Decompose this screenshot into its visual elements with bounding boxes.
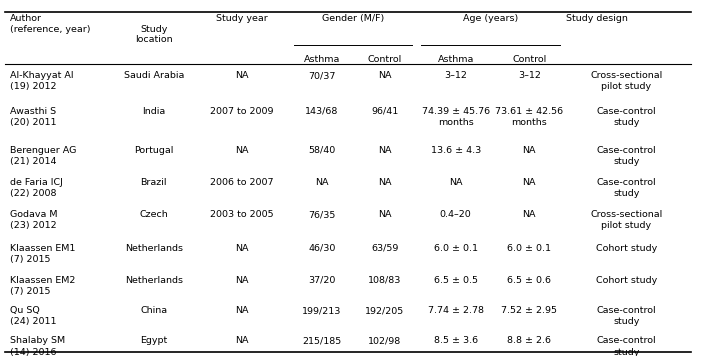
Text: Case-control
study: Case-control study bbox=[597, 107, 656, 127]
Text: Control: Control bbox=[512, 55, 546, 64]
Text: Study design: Study design bbox=[566, 14, 628, 23]
Text: NA: NA bbox=[378, 178, 392, 187]
Text: NA: NA bbox=[449, 178, 463, 187]
Text: 108/83: 108/83 bbox=[368, 276, 402, 285]
Text: de Faria ICJ
(22) 2008: de Faria ICJ (22) 2008 bbox=[10, 178, 62, 198]
Text: Case-control
study: Case-control study bbox=[597, 178, 656, 198]
Text: Case-control
study: Case-control study bbox=[597, 336, 656, 356]
Text: 2007 to 2009: 2007 to 2009 bbox=[210, 107, 274, 116]
Text: Age (years): Age (years) bbox=[463, 14, 518, 23]
Text: 7.74 ± 2.78: 7.74 ± 2.78 bbox=[428, 306, 484, 315]
Text: Case-control
study: Case-control study bbox=[597, 306, 656, 326]
Text: Case-control
study: Case-control study bbox=[597, 146, 656, 166]
Text: 6.0 ± 0.1: 6.0 ± 0.1 bbox=[434, 244, 477, 253]
Text: NA: NA bbox=[236, 336, 249, 345]
Text: NA: NA bbox=[522, 178, 536, 187]
Text: Study
location: Study location bbox=[135, 25, 172, 44]
Text: 0.4–20: 0.4–20 bbox=[440, 210, 472, 219]
Text: Saudi Arabia: Saudi Arabia bbox=[123, 71, 184, 80]
Text: 8.8 ± 2.6: 8.8 ± 2.6 bbox=[508, 336, 551, 345]
Text: NA: NA bbox=[236, 146, 249, 155]
Text: Czech: Czech bbox=[139, 210, 168, 219]
Text: Portugal: Portugal bbox=[134, 146, 174, 155]
Text: 37/20: 37/20 bbox=[308, 276, 336, 285]
Text: 143/68: 143/68 bbox=[305, 107, 339, 116]
Text: 8.5 ± 3.6: 8.5 ± 3.6 bbox=[434, 336, 477, 345]
Text: 74.39 ± 45.76
months: 74.39 ± 45.76 months bbox=[421, 107, 490, 127]
Text: Asthma: Asthma bbox=[437, 55, 474, 64]
Text: 6.5 ± 0.6: 6.5 ± 0.6 bbox=[508, 276, 551, 285]
Text: 2006 to 2007: 2006 to 2007 bbox=[210, 178, 274, 187]
Text: Awasthi S
(20) 2011: Awasthi S (20) 2011 bbox=[10, 107, 56, 127]
Text: 76/35: 76/35 bbox=[308, 210, 336, 219]
Text: NA: NA bbox=[236, 71, 249, 80]
Text: Klaassen EM1
(7) 2015: Klaassen EM1 (7) 2015 bbox=[10, 244, 75, 264]
Text: NA: NA bbox=[315, 178, 329, 187]
Text: Shalaby SM
(14) 2016: Shalaby SM (14) 2016 bbox=[10, 336, 65, 356]
Text: Cross-sectional
pilot study: Cross-sectional pilot study bbox=[590, 71, 662, 91]
Text: 3–12: 3–12 bbox=[518, 71, 540, 80]
Text: Godava M
(23) 2012: Godava M (23) 2012 bbox=[10, 210, 57, 230]
Text: 6.0 ± 0.1: 6.0 ± 0.1 bbox=[508, 244, 551, 253]
Text: NA: NA bbox=[378, 146, 392, 155]
Text: Study year: Study year bbox=[217, 14, 268, 23]
Text: Egypt: Egypt bbox=[140, 336, 168, 345]
Text: 13.6 ± 4.3: 13.6 ± 4.3 bbox=[430, 146, 481, 155]
Text: 2003 to 2005: 2003 to 2005 bbox=[210, 210, 274, 219]
Text: NA: NA bbox=[522, 210, 536, 219]
Text: 96/41: 96/41 bbox=[372, 107, 398, 116]
Text: 6.5 ± 0.5: 6.5 ± 0.5 bbox=[434, 276, 477, 285]
Text: NA: NA bbox=[378, 71, 392, 80]
Text: 102/98: 102/98 bbox=[368, 336, 402, 345]
Text: NA: NA bbox=[236, 306, 249, 315]
Text: 3–12: 3–12 bbox=[444, 71, 467, 80]
Text: Klaassen EM2
(7) 2015: Klaassen EM2 (7) 2015 bbox=[10, 276, 75, 296]
Text: NA: NA bbox=[522, 146, 536, 155]
Text: 63/59: 63/59 bbox=[371, 244, 399, 253]
Text: NA: NA bbox=[236, 244, 249, 253]
Text: Author
(reference, year): Author (reference, year) bbox=[10, 14, 90, 33]
Text: 58/40: 58/40 bbox=[308, 146, 335, 155]
Text: Brazil: Brazil bbox=[141, 178, 167, 187]
Text: 192/205: 192/205 bbox=[365, 306, 404, 315]
Text: 7.52 ± 2.95: 7.52 ± 2.95 bbox=[501, 306, 557, 315]
Text: Cohort study: Cohort study bbox=[596, 244, 657, 253]
Text: Control: Control bbox=[368, 55, 402, 64]
Text: Netherlands: Netherlands bbox=[125, 276, 183, 285]
Text: 46/30: 46/30 bbox=[308, 244, 336, 253]
Text: Netherlands: Netherlands bbox=[125, 244, 183, 253]
Text: 73.61 ± 42.56
months: 73.61 ± 42.56 months bbox=[495, 107, 564, 127]
Text: 199/213: 199/213 bbox=[302, 306, 341, 315]
Text: Berenguer AG
(21) 2014: Berenguer AG (21) 2014 bbox=[10, 146, 76, 166]
Text: NA: NA bbox=[378, 210, 392, 219]
Text: NA: NA bbox=[236, 276, 249, 285]
Text: Al-Khayyat Al
(19) 2012: Al-Khayyat Al (19) 2012 bbox=[10, 71, 74, 91]
Text: China: China bbox=[140, 306, 168, 315]
Text: Cross-sectional
pilot study: Cross-sectional pilot study bbox=[590, 210, 662, 230]
Text: Gender (M/F): Gender (M/F) bbox=[322, 14, 384, 23]
Text: Cohort study: Cohort study bbox=[596, 276, 657, 285]
Text: Asthma: Asthma bbox=[304, 55, 340, 64]
Text: 70/37: 70/37 bbox=[308, 71, 336, 80]
Text: India: India bbox=[142, 107, 165, 116]
Text: 215/185: 215/185 bbox=[302, 336, 341, 345]
Text: Qu SQ
(24) 2011: Qu SQ (24) 2011 bbox=[10, 306, 56, 326]
